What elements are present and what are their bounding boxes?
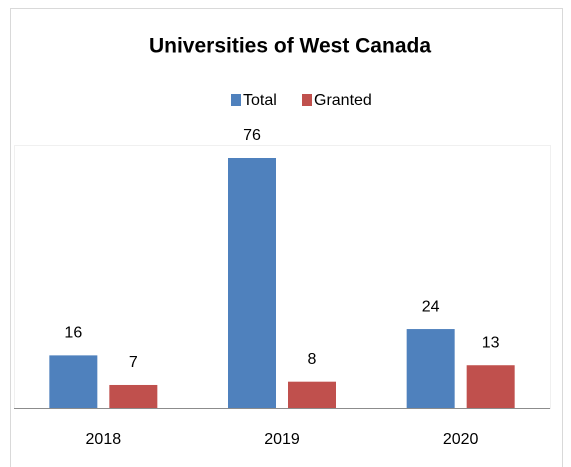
data-label: 24 xyxy=(422,298,440,315)
x-tick-label: 2018 xyxy=(86,431,122,448)
chart-border xyxy=(10,8,563,467)
bar xyxy=(406,329,455,408)
bar xyxy=(109,384,158,408)
data-label: 13 xyxy=(482,334,500,351)
data-label: 76 xyxy=(243,127,261,144)
chart-title: Universities of West Canada xyxy=(149,35,431,58)
bar xyxy=(288,381,336,408)
legend-swatch xyxy=(231,94,241,106)
legend-swatch xyxy=(302,94,312,106)
data-label: 7 xyxy=(129,354,138,371)
bar xyxy=(228,158,276,408)
bar xyxy=(49,355,98,408)
x-tick-label: 2020 xyxy=(443,431,479,448)
legend-label: Total xyxy=(243,92,277,109)
bar xyxy=(466,365,515,408)
x-tick-label: 2019 xyxy=(264,431,300,448)
data-label: 16 xyxy=(64,325,82,342)
data-label: 8 xyxy=(308,351,317,368)
legend-label: Granted xyxy=(314,92,372,109)
